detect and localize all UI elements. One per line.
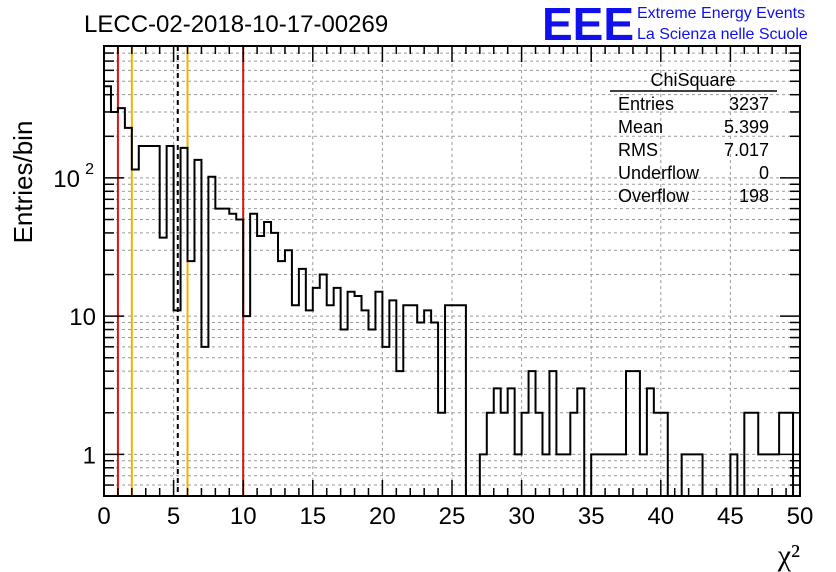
stats-entries-value: 3237 <box>729 94 769 114</box>
org-name-line2: La Scienza nelle Scuole <box>637 26 808 43</box>
org-name-line1: Extreme Energy Events <box>637 5 805 22</box>
y-tick-label: 10 <box>69 304 96 331</box>
y-tick-label-exponent: 2 <box>85 161 94 178</box>
eee-logo: EEE <box>542 0 634 50</box>
x-tick-label: 30 <box>508 503 535 530</box>
y-tick-label: 10 <box>53 166 80 193</box>
stats-entries-label: Entries <box>618 94 674 114</box>
x-tick-label: 5 <box>167 503 180 530</box>
y-axis-label: Entries/bin <box>8 121 38 244</box>
x-tick-label: 25 <box>439 503 466 530</box>
stats-rms-label: RMS <box>618 140 658 160</box>
y-tick-label: 1 <box>83 442 96 469</box>
x-tick-label: 20 <box>369 503 396 530</box>
stats-box: ChiSquare Entries 3237 Mean 5.399 RMS 7.… <box>610 70 777 206</box>
stats-overflow-label: Overflow <box>618 186 690 206</box>
histogram-outline <box>103 85 800 497</box>
x-tick-label: 40 <box>647 503 674 530</box>
stats-overflow-value: 198 <box>739 186 769 206</box>
run-title: LECC-02-2018-10-17-00269 <box>84 11 388 38</box>
x-axis-label: χ² <box>777 539 800 572</box>
stats-mean-value: 5.399 <box>724 117 769 137</box>
x-tick-label: 50 <box>787 503 814 530</box>
axis-ticks <box>103 45 801 497</box>
x-tick-label: 35 <box>578 503 605 530</box>
y-tick-labels: 1 10 10 2 <box>53 161 96 469</box>
stats-title: ChiSquare <box>650 70 735 90</box>
reference-lines <box>116 46 245 496</box>
stats-underflow-value: 0 <box>759 163 769 183</box>
x-tick-label: 15 <box>299 503 326 530</box>
x-tick-label: 0 <box>97 503 110 530</box>
stats-rms-value: 7.017 <box>724 140 769 160</box>
stats-mean-label: Mean <box>618 117 663 137</box>
stats-underflow-label: Underflow <box>618 163 700 183</box>
x-tick-labels: 0 5 10 15 20 25 30 35 40 45 50 <box>97 503 813 530</box>
x-tick-label: 45 <box>717 503 744 530</box>
x-tick-label: 10 <box>230 503 257 530</box>
